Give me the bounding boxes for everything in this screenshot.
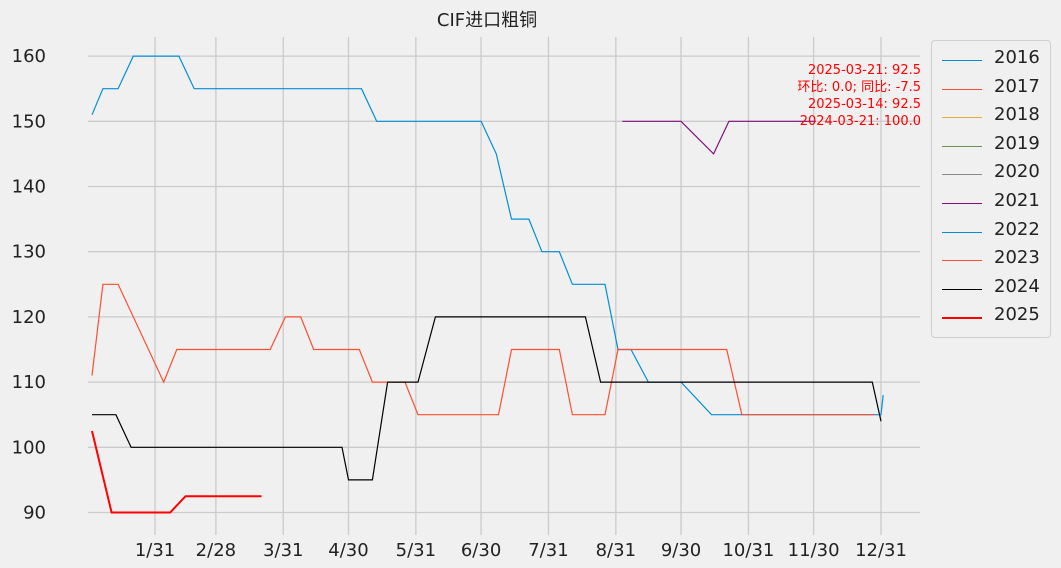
x-tick-label: 1/31 xyxy=(135,540,175,561)
x-tick-label: 4/30 xyxy=(328,540,368,561)
legend-swatch xyxy=(942,117,982,119)
legend: 2016 2017 2018 2019 2020 2021 2022 2023 2024 2025 xyxy=(931,40,1051,338)
legend-label: 2021 xyxy=(994,190,1040,211)
x-tick-label: 11/30 xyxy=(788,540,840,561)
legend-label: 2022 xyxy=(994,218,1040,240)
legend-swatch xyxy=(942,231,982,233)
legend-swatch xyxy=(942,145,982,147)
x-axis: 1/31 2/28 3/31 4/30 5/31 6/30 7/31 8/31 9/30 10/3… xyxy=(135,540,907,561)
y-axis: 90 100 110 120 130 140 150 160 xyxy=(12,46,46,523)
series-line-2025 xyxy=(91,430,262,514)
legend-item-2025: 2025 xyxy=(932,304,1050,332)
legend-item-2019: 2019 xyxy=(932,133,1050,161)
x-tick-label: 10/31 xyxy=(722,540,774,561)
legend-label: 2018 xyxy=(994,104,1040,126)
x-tick-label: 5/31 xyxy=(396,540,436,561)
legend-swatch xyxy=(942,174,982,176)
annotation-line: 2025-03-21: 92.5 xyxy=(808,63,921,78)
x-tick-label: 8/31 xyxy=(596,540,636,561)
series-lines xyxy=(91,55,884,514)
legend-label: 2020 xyxy=(994,161,1040,183)
annotation-line: 2025-03-14: 92.5 xyxy=(808,97,921,112)
x-tick-label: 6/30 xyxy=(461,540,501,561)
legend-swatch xyxy=(942,317,982,320)
x-tick-label: 2/28 xyxy=(196,540,236,561)
annotation-line: 环比: 0.0; 同比: -7.5 xyxy=(797,80,921,95)
legend-swatch xyxy=(942,260,982,262)
legend-label: 2023 xyxy=(994,247,1040,269)
x-tick-label: 7/31 xyxy=(528,540,568,561)
grid xyxy=(88,37,920,535)
x-tick-label: 12/31 xyxy=(855,540,907,561)
legend-swatch xyxy=(942,203,982,204)
series-line-2022 xyxy=(91,55,884,416)
legend-item-2018: 2018 xyxy=(932,104,1050,132)
legend-label: 2019 xyxy=(994,132,1040,154)
y-tick-label: 150 xyxy=(12,111,46,132)
legend-swatch xyxy=(942,88,982,90)
legend-item-2020: 2020 xyxy=(932,161,1050,189)
chart-title: CIF进口粗铜 xyxy=(437,10,537,31)
legend-item-2016: 2016 xyxy=(932,47,1050,75)
legend-swatch xyxy=(942,288,982,290)
annotation-line: 2024-03-21: 100.0 xyxy=(800,114,921,129)
legend-item-2017: 2017 xyxy=(932,76,1050,104)
y-tick-label: 120 xyxy=(12,307,46,328)
legend-swatch xyxy=(942,60,982,61)
series-line-2021 xyxy=(622,120,816,155)
legend-item-2023: 2023 xyxy=(932,247,1050,275)
y-tick-label: 130 xyxy=(12,242,46,263)
annotation: 2025-03-21: 92.5 环比: 0.0; 同比: -7.5 2025-03… xyxy=(797,63,921,129)
y-tick-label: 90 xyxy=(23,503,46,524)
y-tick-label: 140 xyxy=(12,177,46,198)
legend-item-2021: 2021 xyxy=(932,190,1050,218)
legend-item-2022: 2022 xyxy=(932,219,1050,247)
y-tick-label: 100 xyxy=(12,437,46,458)
series-line-2024 xyxy=(92,316,882,481)
legend-label: 2024 xyxy=(994,275,1040,297)
y-tick-label: 160 xyxy=(12,46,46,67)
legend-item-2024: 2024 xyxy=(932,276,1050,304)
legend-label: 2016 xyxy=(994,47,1040,68)
x-tick-label: 3/31 xyxy=(263,540,303,561)
y-tick-label: 110 xyxy=(12,372,46,393)
x-tick-label: 9/30 xyxy=(661,540,701,561)
legend-label: 2025 xyxy=(994,304,1040,326)
legend-label: 2017 xyxy=(994,75,1040,97)
